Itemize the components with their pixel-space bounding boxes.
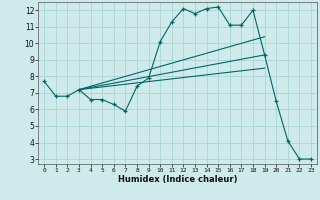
X-axis label: Humidex (Indice chaleur): Humidex (Indice chaleur) (118, 175, 237, 184)
